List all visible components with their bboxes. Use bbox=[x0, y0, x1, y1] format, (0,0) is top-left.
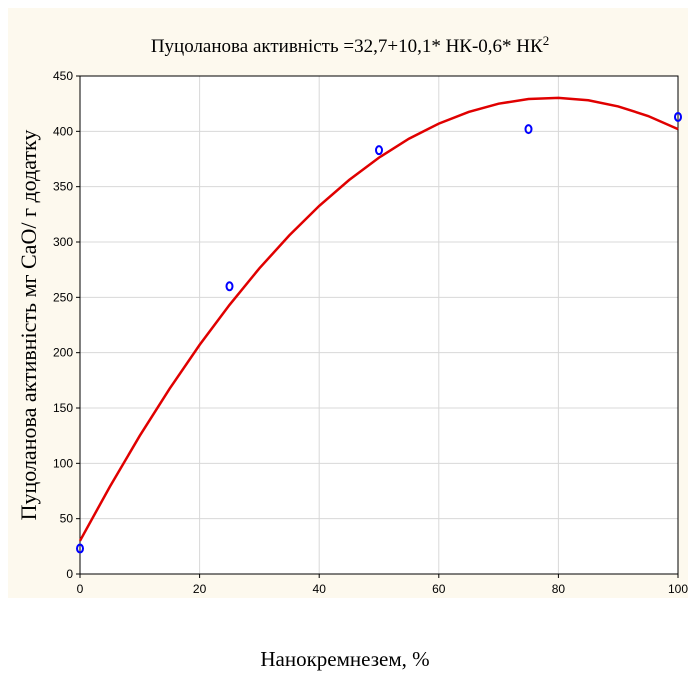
y-tick-label: 50 bbox=[60, 512, 74, 526]
fit-curve bbox=[78, 96, 679, 542]
plot-frame bbox=[79, 75, 679, 575]
data-point bbox=[76, 543, 84, 554]
y-tick-label: 450 bbox=[53, 69, 73, 83]
y-tick-label: 0 bbox=[66, 567, 73, 581]
x-tick-label: 40 bbox=[313, 582, 327, 596]
data-point bbox=[524, 124, 533, 135]
y-tick-label: 250 bbox=[53, 290, 73, 304]
y-tick-label: 400 bbox=[53, 124, 73, 138]
title-main: Пуцоланова активність =32,7+10,1* НК-0,6… bbox=[151, 36, 543, 57]
y-tick-label: 350 bbox=[53, 180, 73, 194]
data-point bbox=[225, 281, 234, 292]
x-tick-label: 20 bbox=[193, 582, 207, 596]
x-tick-label: 60 bbox=[432, 582, 446, 596]
chart-title: Пуцоланова активність =32,7+10,1* НК-0,6… bbox=[151, 33, 549, 57]
y-tick-label: 200 bbox=[53, 346, 73, 360]
title-superscript: 2 bbox=[543, 33, 550, 48]
x-tick-label: 100 bbox=[668, 582, 688, 596]
y-axis-label: Пуцоланова активність мг CaO/ г додатку bbox=[16, 130, 41, 521]
y-tick-label: 100 bbox=[53, 456, 73, 470]
plot-area bbox=[80, 76, 678, 574]
y-tick-label: 150 bbox=[53, 401, 73, 415]
data-point bbox=[375, 145, 383, 156]
y-tick-label: 300 bbox=[53, 235, 73, 249]
data-point bbox=[674, 111, 682, 122]
x-axis-label: Нанокремнезем, % bbox=[260, 647, 429, 671]
x-tick-label: 0 bbox=[77, 582, 84, 596]
x-tick-label: 80 bbox=[552, 582, 566, 596]
